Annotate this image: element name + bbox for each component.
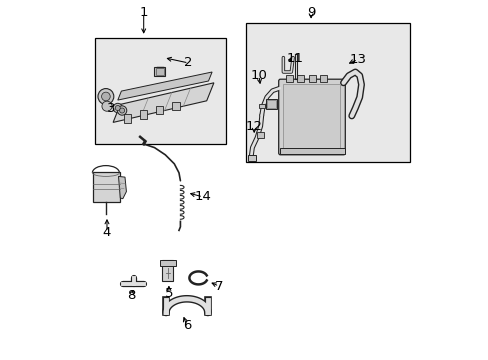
Bar xyxy=(309,75,316,82)
Polygon shape xyxy=(118,72,212,100)
Circle shape xyxy=(117,106,126,115)
Circle shape xyxy=(98,89,114,104)
Bar xyxy=(156,106,163,114)
Bar xyxy=(283,84,340,150)
Bar xyxy=(247,155,256,161)
Bar xyxy=(162,260,173,281)
Bar xyxy=(279,148,344,154)
Text: 6: 6 xyxy=(183,319,191,332)
Text: 14: 14 xyxy=(194,190,211,203)
Text: 3: 3 xyxy=(107,102,115,114)
Polygon shape xyxy=(113,83,213,122)
Text: 13: 13 xyxy=(349,53,366,66)
Text: 9: 9 xyxy=(306,6,315,19)
Bar xyxy=(154,67,165,76)
Bar xyxy=(258,104,265,108)
Bar xyxy=(320,75,326,82)
Text: 4: 4 xyxy=(102,226,111,239)
Bar xyxy=(265,99,276,109)
FancyBboxPatch shape xyxy=(278,79,345,155)
Text: 8: 8 xyxy=(127,289,135,302)
Bar xyxy=(296,75,303,82)
Text: 7: 7 xyxy=(215,280,223,293)
Circle shape xyxy=(120,108,124,113)
Bar xyxy=(155,68,164,75)
Text: 11: 11 xyxy=(286,52,303,65)
Circle shape xyxy=(113,103,122,113)
Bar xyxy=(159,260,176,266)
Circle shape xyxy=(115,105,120,111)
Bar xyxy=(256,132,264,138)
Text: 2: 2 xyxy=(184,57,193,69)
Bar xyxy=(266,100,275,108)
Bar xyxy=(285,75,292,82)
Circle shape xyxy=(102,101,112,111)
Bar xyxy=(95,38,226,144)
Text: 10: 10 xyxy=(250,69,267,82)
Circle shape xyxy=(102,92,110,101)
Bar xyxy=(246,23,409,162)
Polygon shape xyxy=(118,176,126,199)
Bar xyxy=(123,114,131,123)
Text: 5: 5 xyxy=(164,287,173,300)
Text: 12: 12 xyxy=(245,120,262,133)
Bar xyxy=(140,110,147,119)
Text: 1: 1 xyxy=(139,6,148,19)
Bar xyxy=(92,172,120,202)
Bar xyxy=(172,102,179,110)
